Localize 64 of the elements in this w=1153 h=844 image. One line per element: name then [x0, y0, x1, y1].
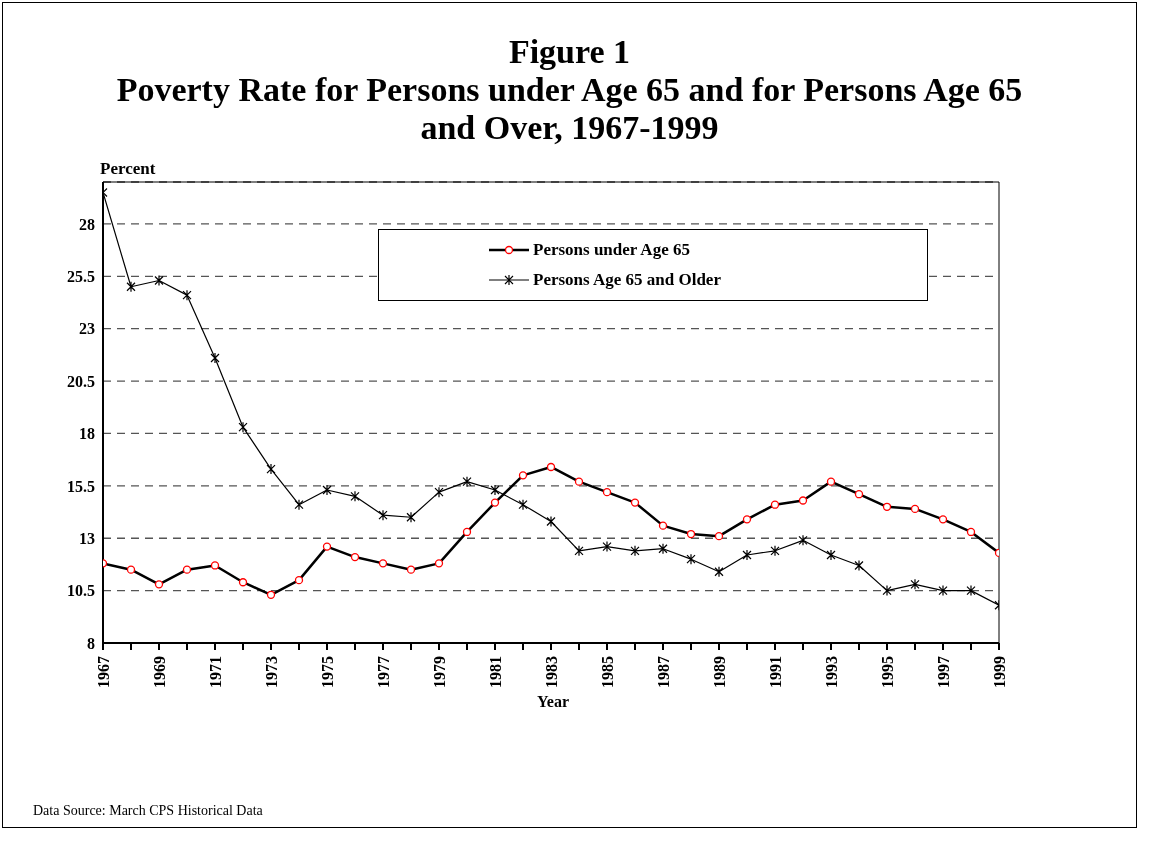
chart-subtitle: Poverty Rate for Persons under Age 65 and for Persons Age 65 and Over, 1967-1999	[115, 71, 1024, 147]
point	[546, 515, 556, 528]
source-note: Data Source: March CPS Historical Data	[33, 803, 263, 819]
point	[406, 511, 416, 523]
point	[294, 499, 304, 511]
x-tick-label: 1985	[598, 656, 616, 688]
point	[938, 585, 948, 597]
x-tick-label: 1997	[934, 656, 952, 688]
x-tick-label: 1969	[150, 656, 168, 688]
y-tick-label: 28	[79, 215, 95, 233]
point	[742, 549, 752, 561]
point	[882, 585, 892, 597]
point	[434, 486, 444, 498]
y-tick-label: 15.5	[67, 477, 95, 495]
x-tick-label: 1971	[206, 656, 224, 688]
point	[826, 549, 836, 561]
x-tick-label: 1989	[710, 656, 728, 688]
point	[966, 585, 976, 597]
legend-label: Persons Age 65 and Older	[533, 270, 721, 290]
point	[854, 559, 864, 572]
y-axis-title: Percent	[100, 159, 156, 179]
x-tick-label: 1993	[822, 656, 840, 688]
y-tick-label: 23	[79, 320, 95, 338]
x-tick-label: 1975	[318, 656, 336, 688]
point	[798, 534, 808, 546]
x-tick-label: 1973	[262, 656, 280, 688]
point	[238, 421, 248, 433]
x-tick-label: 1981	[486, 656, 504, 688]
point	[770, 545, 780, 557]
y-tick-label: 18	[79, 425, 95, 443]
point	[182, 289, 192, 301]
point	[378, 509, 388, 521]
x-axis-title: Year	[536, 693, 570, 711]
point	[490, 484, 500, 496]
point	[910, 578, 920, 590]
x-tick-label: 1979	[430, 656, 448, 688]
point	[126, 281, 136, 293]
point	[686, 553, 696, 565]
y-tick-label: 8	[87, 634, 95, 652]
point	[322, 484, 332, 496]
point	[210, 352, 220, 364]
y-tick-label: 10.5	[67, 582, 95, 600]
legend-label: Persons under Age 65	[533, 240, 690, 260]
point	[266, 463, 276, 475]
point	[658, 543, 668, 555]
chart-title: Figure 1	[507, 33, 632, 71]
x-tick-label: 1995	[878, 656, 896, 688]
point	[462, 476, 472, 488]
y-tick-label: 13	[79, 529, 95, 547]
x-tick-label: 1977	[374, 656, 392, 688]
point	[350, 490, 360, 502]
x-tick-label: 1983	[542, 656, 560, 688]
point	[518, 499, 528, 511]
x-tick-label: 1999	[990, 656, 1008, 688]
x-tick-label: 1987	[654, 656, 672, 688]
point	[714, 566, 724, 578]
point	[574, 545, 584, 557]
x-tick-label: 1991	[766, 656, 784, 688]
point	[154, 274, 164, 287]
y-tick-label: 25.5	[67, 267, 95, 285]
y-tick-label: 20.5	[67, 372, 95, 390]
point	[602, 541, 612, 553]
point	[630, 545, 640, 557]
x-tick-label: 1967	[94, 656, 112, 688]
